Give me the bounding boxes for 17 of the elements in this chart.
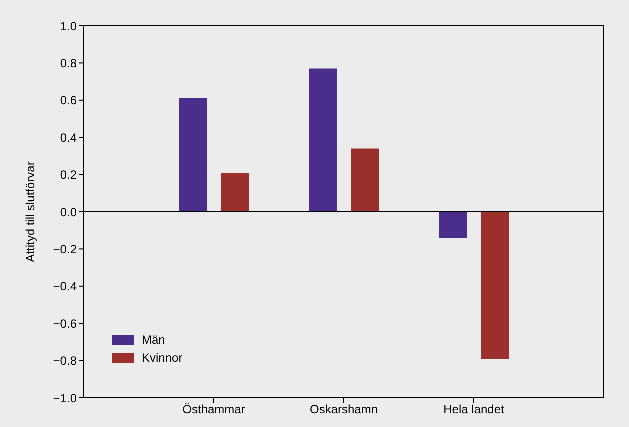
legend-label: Män (142, 333, 166, 347)
y-axis-title: Attityd till slutförvar (23, 162, 38, 262)
y-tick-label: −0.6 (53, 316, 78, 331)
y-tick-label: 0.2 (60, 168, 78, 182)
y-tick-label: −0.8 (53, 354, 78, 368)
y-tick-label: 0.6 (60, 94, 78, 108)
legend-label: Kvinnor (142, 351, 183, 365)
y-tick-label: 0.8 (60, 56, 78, 70)
x-tick-label: Östhammar (182, 402, 246, 417)
y-tick-label: 1.0 (60, 19, 78, 34)
y-tick-label: 0.0 (60, 205, 78, 220)
y-tick-label: −0.4 (53, 280, 78, 294)
y-tick-label: −0.2 (53, 242, 78, 256)
x-tick-label: Hela landet (444, 402, 506, 417)
y-tick-label: −1.0 (53, 391, 78, 406)
x-tick-label: Oskarshamn (310, 402, 378, 417)
y-tick-label: 0.4 (60, 130, 78, 145)
